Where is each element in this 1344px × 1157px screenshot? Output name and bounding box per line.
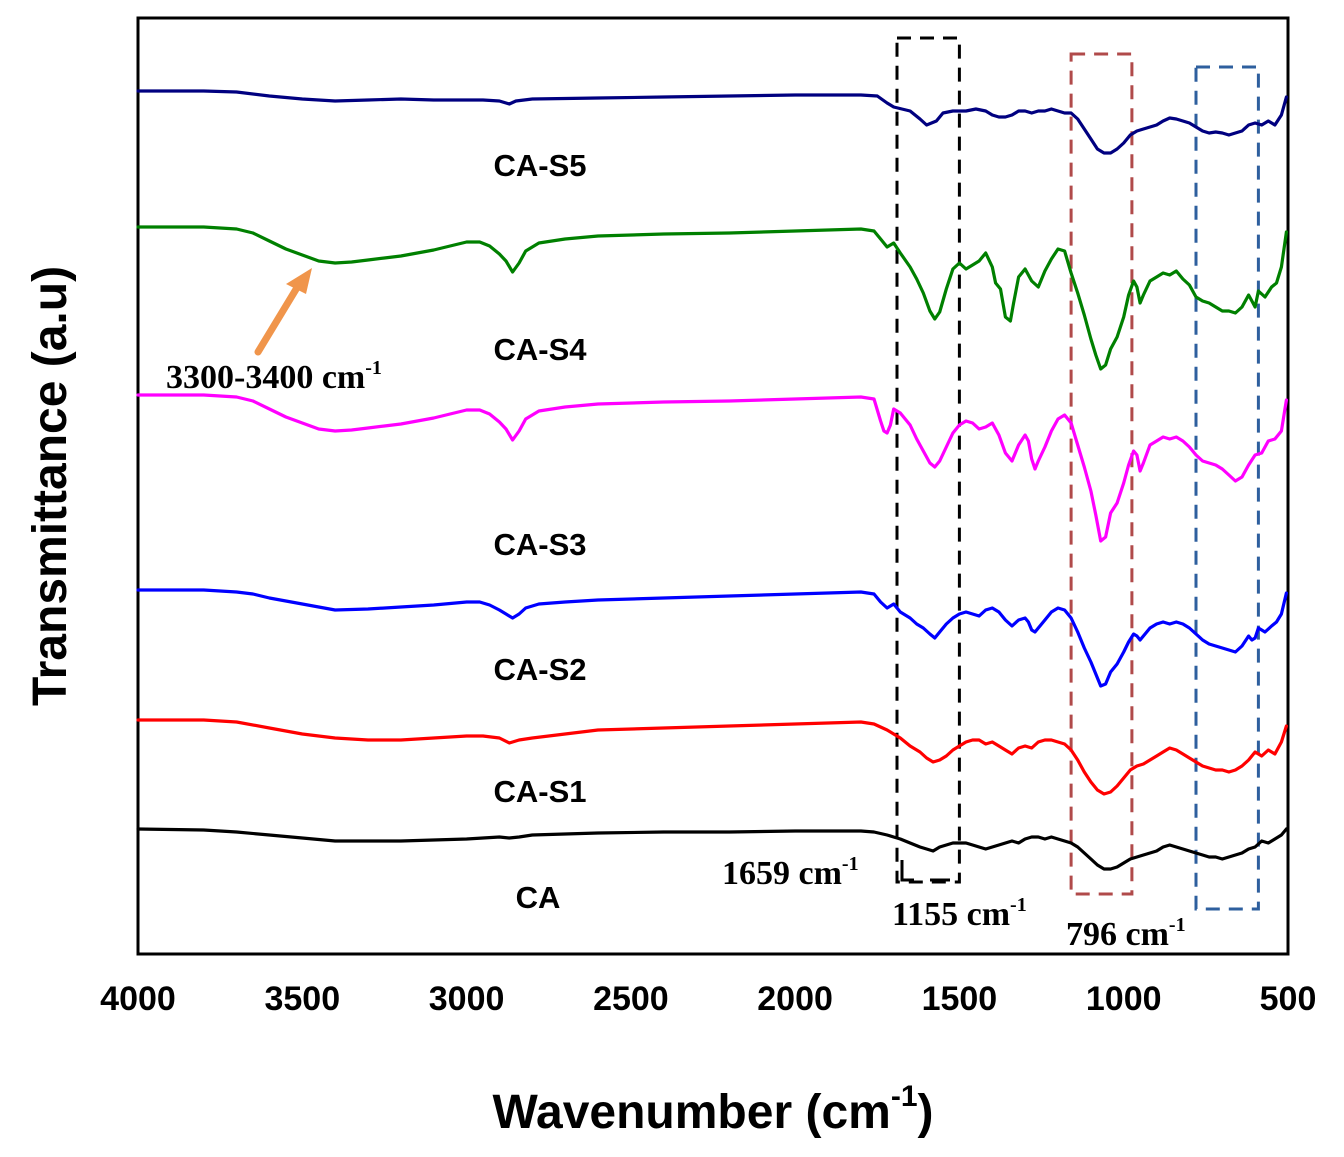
spectra-group [136, 89, 1288, 871]
x-tick-label: 2500 [593, 980, 669, 1018]
plot-frame [136, 16, 1290, 956]
series-label-ca-s1: CA-S1 [493, 774, 586, 809]
highlight-boxes [895, 36, 1260, 911]
series-label-ca-s3: CA-S3 [493, 527, 586, 562]
x-tick-label: 3500 [264, 980, 340, 1018]
series-label-ca-s4: CA-S4 [493, 332, 587, 367]
annotation-1659: 1659 cm-1 [722, 853, 859, 892]
spectrum-ca-s1 [136, 718, 1288, 796]
x-tick-label: 1500 [922, 980, 998, 1018]
x-tick-label: 3000 [429, 980, 505, 1018]
annotation-arrow [254, 268, 312, 356]
spectrum-ca-s2 [136, 588, 1288, 688]
annotation-796: 796 cm-1 [1066, 914, 1186, 953]
spectrum-ca [136, 827, 1288, 871]
annotation-1155: 1155 cm-1 [892, 894, 1027, 933]
highlight-box-1155 [1069, 52, 1134, 896]
highlight-box-1659-1500 [895, 36, 961, 884]
annotation-bracket [900, 860, 914, 882]
spectrum-ca-s5 [136, 89, 1288, 155]
x-tick-label: 500 [1260, 980, 1317, 1018]
highlight-box-796 [1194, 65, 1260, 911]
y-axis-title: Transmittance (a.u) [24, 266, 77, 706]
annotation-oh-band: 3300-3400 cm-1 [166, 357, 382, 396]
series-label-ca-s5: CA-S5 [493, 148, 586, 183]
series-label-ca: CA [516, 880, 561, 915]
x-axis: 4000 3500 3000 2500 2000 1500 1000 500 [100, 980, 1316, 1018]
x-tick-label: 4000 [100, 980, 176, 1018]
spectrum-ca-s3 [136, 393, 1288, 543]
spectrum-ca-s4 [136, 225, 1288, 371]
series-label-ca-s2: CA-S2 [493, 652, 586, 687]
x-tick-label: 1000 [1086, 980, 1162, 1018]
x-axis-title: Wavenumber (cm-1) [493, 1080, 934, 1139]
x-tick-label: 2000 [757, 980, 833, 1018]
